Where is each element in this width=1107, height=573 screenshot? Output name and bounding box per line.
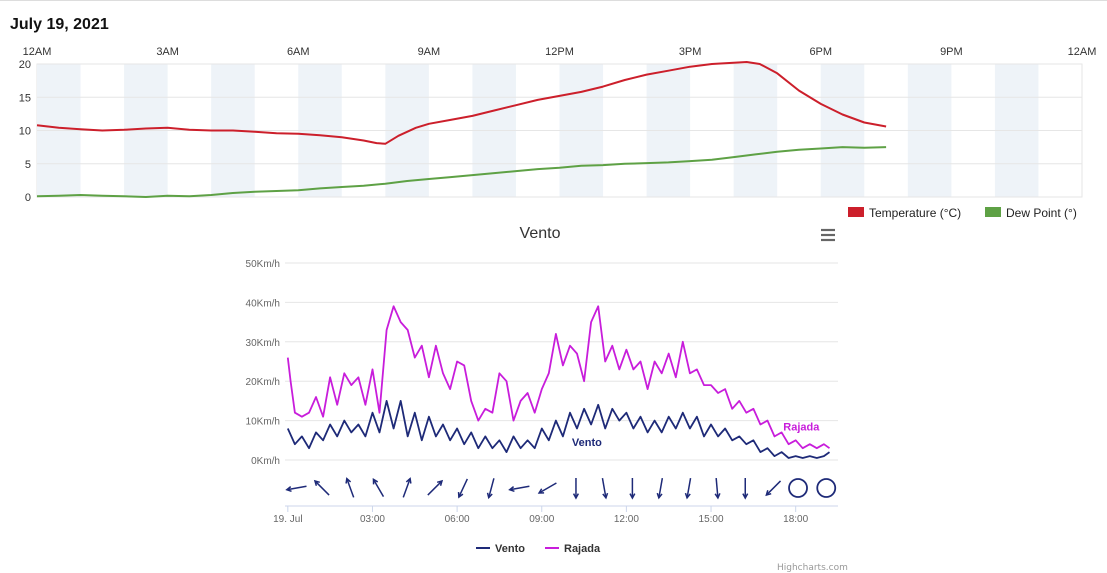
y-tick-label: 5 — [25, 159, 31, 171]
series-data-label: Rajada — [783, 421, 820, 433]
wind-arrow-head — [436, 479, 444, 486]
chart-title: Vento — [520, 225, 561, 242]
y-tick-label: 10Km/h — [246, 417, 280, 428]
x-tick-label: 3PM — [679, 46, 702, 58]
wind-arrow-shaft — [427, 480, 443, 496]
highcharts-credits[interactable]: Highcharts.com — [777, 563, 848, 573]
wind-arrow-shaft — [314, 480, 330, 496]
wind-arrow — [508, 485, 530, 493]
x-tick-label: 15:00 — [699, 514, 724, 525]
wind-arrow-head — [508, 486, 515, 493]
x-tick-label: 12AM — [1068, 46, 1097, 58]
series-data-label: Vento — [572, 437, 602, 449]
wind-arrow-shaft — [538, 482, 557, 494]
wind-arrow-head — [684, 492, 691, 500]
x-tick-label: 3AM — [156, 46, 179, 58]
wind-arrow — [537, 482, 557, 494]
hamburger-menu-icon[interactable] — [821, 228, 835, 242]
legend-swatch[interactable] — [848, 207, 864, 217]
wind-arrow — [486, 478, 495, 500]
y-tick-label: 40Km/h — [246, 298, 280, 309]
y-tick-label: 10 — [19, 126, 31, 138]
y-tick-label: 50Km/h — [246, 259, 280, 270]
wind-arrow-shaft — [715, 477, 719, 499]
wind-arrow-shaft — [488, 478, 495, 498]
wind-arrow — [427, 479, 444, 496]
legend-swatch[interactable] — [985, 207, 1001, 217]
y-tick-label: 0 — [25, 192, 31, 204]
wind-arrow-head — [656, 492, 663, 500]
wind-arrow-head — [457, 492, 464, 499]
wind-arrow-shaft — [765, 480, 782, 496]
wind-arrow-head — [537, 488, 545, 494]
legend-label[interactable]: Vento — [495, 543, 525, 555]
x-tick-label: 09:00 — [529, 514, 554, 525]
wind-arrow — [372, 477, 385, 498]
date-title: July 19, 2021 — [10, 16, 109, 33]
y-tick-label: 15 — [19, 92, 31, 104]
y-tick-label: 30Km/h — [246, 338, 280, 349]
y-tick-label: 0Km/h — [251, 456, 280, 467]
wind-arrow-head — [313, 479, 320, 486]
wind-arrow-head — [602, 492, 609, 500]
wind-arrow-shaft — [458, 478, 469, 498]
wind-arrow — [742, 478, 749, 500]
wind-arrow-head — [345, 477, 352, 484]
top-divider — [0, 0, 1107, 1]
x-tick-label: 9AM — [418, 46, 441, 58]
calm-wind-marker — [816, 478, 837, 498]
wind-arrow — [629, 478, 636, 500]
wind-arrow-head — [285, 486, 292, 493]
wind-arrow-shaft — [346, 478, 355, 498]
wind-arrow — [684, 478, 692, 500]
x-tick-label: 12PM — [545, 46, 574, 58]
wind-arrow — [714, 477, 721, 500]
y-tick-label: 20 — [19, 59, 31, 71]
wind-arrow — [765, 480, 782, 497]
x-tick-label: 06:00 — [445, 514, 470, 525]
wind-arrow — [402, 477, 412, 498]
wind-arrow — [656, 478, 664, 500]
wind-arrow-shaft — [372, 478, 385, 498]
wind-arrow-head — [742, 493, 749, 500]
x-tick-label: 19. Jul — [273, 514, 302, 525]
wind-arrow-head — [629, 493, 636, 500]
wind-arrow — [313, 479, 330, 496]
wind-arrow — [345, 477, 355, 498]
wind-arrow — [457, 478, 469, 499]
wind-arrow-head — [405, 477, 412, 484]
temperature-line — [36, 61, 887, 145]
wind-arrow-head — [572, 493, 580, 500]
wind-arrow-head — [765, 490, 772, 497]
wind-arrow-shaft — [658, 478, 664, 498]
x-tick-label: 9PM — [940, 46, 963, 58]
calm-wind-marker — [788, 478, 808, 498]
legend-label[interactable]: Dew Point (°) — [1006, 206, 1077, 220]
wind-arrow-shaft — [286, 485, 307, 491]
wind-arrow — [285, 485, 307, 493]
wind-arrow-head — [714, 493, 721, 500]
dew-point-line — [36, 146, 887, 198]
x-tick-label: 6PM — [809, 46, 832, 58]
rajada-line — [286, 305, 831, 450]
legend-label[interactable]: Rajada — [564, 543, 601, 555]
x-tick-label: 18:00 — [783, 514, 808, 525]
legend-label[interactable]: Temperature (°C) — [869, 206, 961, 220]
wind-arrow-shaft — [402, 478, 411, 498]
wind-arrow-head — [486, 492, 493, 500]
x-tick-label: 03:00 — [360, 514, 385, 525]
y-tick-label: 20Km/h — [246, 377, 280, 388]
x-tick-label: 12:00 — [614, 514, 639, 525]
wind-arrow-head — [372, 477, 379, 485]
wind-arrow-shaft — [601, 478, 607, 498]
x-tick-label: 12AM — [23, 46, 52, 58]
wind-arrow — [601, 478, 609, 500]
wind-arrow-shaft — [686, 478, 692, 498]
x-tick-label: 6AM — [287, 46, 310, 58]
wind-arrow — [572, 478, 580, 500]
vento-line — [286, 400, 831, 459]
wind-arrow-shaft — [509, 485, 530, 491]
